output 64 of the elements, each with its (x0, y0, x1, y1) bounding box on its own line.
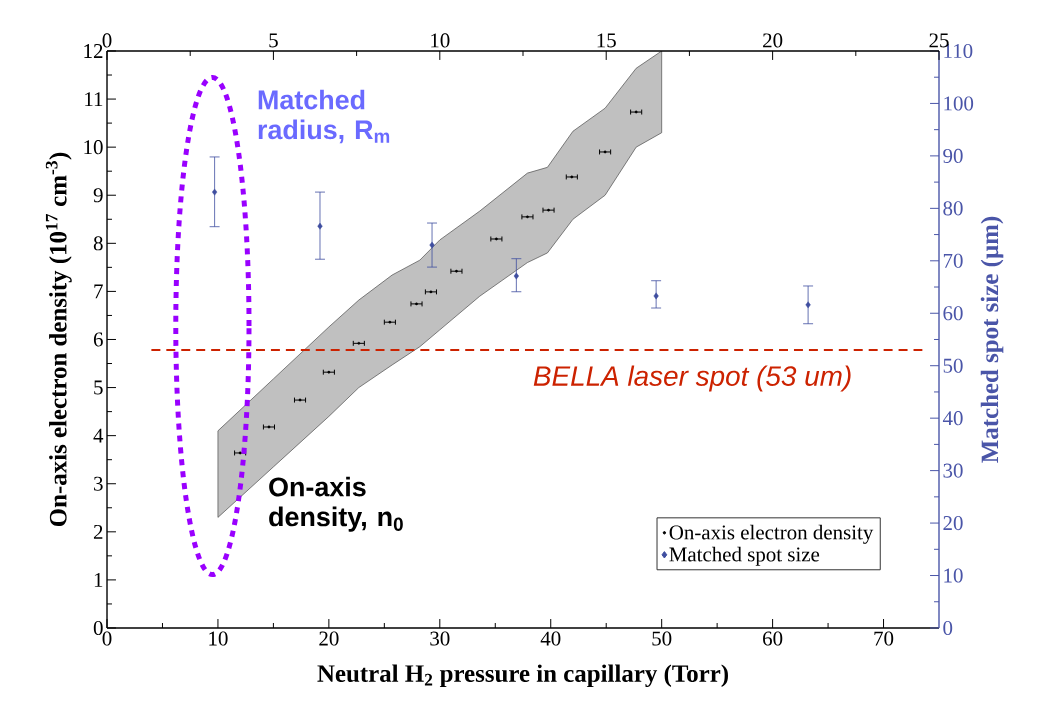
x2-tick-label: 10 (431, 33, 450, 48)
y-tick-label: 11 (85, 92, 103, 106)
point (513, 272, 519, 280)
point (388, 320, 392, 324)
y2-tick-label: 60 (943, 306, 963, 321)
x2-tick-label: 15 (597, 33, 616, 48)
y-tick-label: 6 (93, 332, 103, 347)
legend-label: On-axis electron density (669, 524, 874, 544)
x-tick-label: 50 (652, 631, 672, 646)
point (429, 241, 435, 249)
y2-tick-label: 50 (943, 358, 963, 373)
y-tick-label: 9 (93, 188, 103, 203)
legend-label: Matched spot size (669, 546, 820, 566)
y2-tick-label: 70 (943, 253, 963, 268)
x-tick-label: 70 (874, 631, 894, 646)
point (455, 269, 458, 273)
ref-line-label: BELLA laser spot (53 um) (533, 365, 851, 392)
y-tick-label: 10 (84, 140, 103, 155)
y-tick-label: 3 (94, 476, 103, 491)
point (547, 208, 550, 212)
y-tick-label: 8 (93, 236, 103, 251)
point (267, 425, 271, 429)
y-tick-label: 1 (94, 572, 103, 587)
y-tick-label: 0 (93, 620, 103, 636)
y2-tick-label: 100 (944, 96, 974, 111)
y2-tick-label: 20 (943, 516, 963, 531)
point (238, 451, 242, 455)
point (429, 290, 433, 294)
point (570, 175, 574, 179)
y-tick-label: 12 (84, 44, 103, 58)
y-tick-label: 7 (94, 284, 103, 299)
point (526, 215, 529, 219)
y2-axis-title: Matched spot size (µm) (980, 216, 1004, 463)
y-tick-label: 2 (93, 524, 103, 539)
y-tick-label: 4 (93, 428, 104, 443)
point (357, 341, 361, 345)
y2-tick-label: 0 (943, 620, 953, 636)
point (653, 292, 659, 300)
x-tick-label: 10 (209, 631, 228, 646)
x2-tick-label: 5 (269, 33, 278, 48)
x-tick-label: 20 (319, 631, 339, 646)
point (212, 188, 218, 196)
y2-tick-label: 30 (943, 463, 963, 478)
y2-tick-label: 80 (943, 201, 963, 216)
annotation: On-axis density, n$_{0}$ (269, 476, 403, 532)
annotation: Matched radius, R$_{m}$ (258, 89, 390, 144)
x2-tick-label: 20 (763, 33, 783, 48)
y-tick-label: 5 (94, 380, 103, 395)
point (298, 398, 302, 402)
y2-tick-label: 10 (944, 568, 963, 583)
y2-tick-label: 40 (942, 411, 963, 426)
point (634, 110, 638, 114)
y-axis-title: On-axis electron density (10$^{17}$ cm$^{-3}$) (45, 152, 72, 527)
point (603, 150, 607, 154)
point (327, 370, 331, 374)
point (317, 222, 323, 230)
point (805, 301, 811, 309)
point (415, 302, 418, 306)
point (494, 237, 498, 241)
y2-tick-label: 90 (943, 148, 963, 163)
x-axis-title: Neutral H$_{2}$ pressure in capillary (Torr) (317, 664, 728, 688)
x-tick-label: 60 (763, 631, 783, 646)
x-tick-label: 30 (430, 631, 450, 646)
x-tick-label: 40 (540, 631, 561, 646)
